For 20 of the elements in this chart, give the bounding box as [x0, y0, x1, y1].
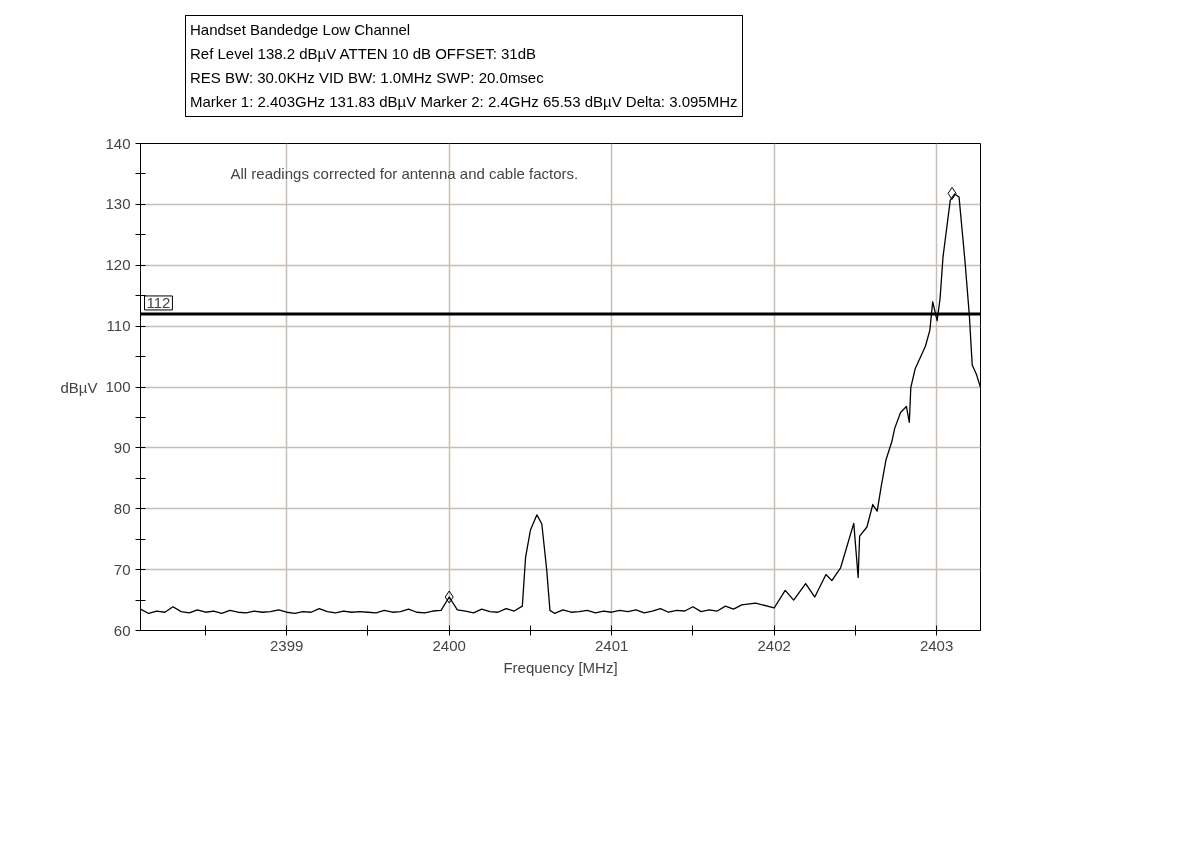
y-tick-label: 80 [113, 499, 131, 517]
x-tick-label: 2399 [270, 636, 304, 654]
y-tick-label: 100 [105, 378, 131, 395]
x-tick-label: 2403 [919, 636, 954, 654]
chart-title: Handset Bandedge Low Channel [190, 21, 411, 38]
x-tick-label: 2402 [757, 636, 791, 654]
x-tick-label: 2400 [432, 636, 466, 654]
x-axis-title: Frequency [MHz] [503, 658, 618, 676]
y-tick-label: 130 [105, 195, 131, 213]
y-tick-label: 140 [105, 134, 131, 152]
y-tick-label: 70 [113, 560, 131, 578]
y-tick-label: 90 [113, 438, 131, 456]
y-tick-label: 60 [113, 621, 131, 639]
chart-subtitle: Ref Level 138.2 dBµV ATTEN 10 dB OFFSET: 31dB RES BW: 30.0KHz VID BW: 1.0MHz SWP: 20.0msec Marker 1: 2.403GHz 131.83 dBµV Marker 2: 2.4GHz 65.53 dBµV Delta: 3.095MHz [190, 45, 738, 110]
annotation: All readings corrected for antenna and cable factors. [230, 165, 579, 182]
x-tick-label: 2401 [595, 636, 629, 654]
y-tick-label: 110 [106, 317, 131, 335]
y-axis-title: dBµV [60, 378, 98, 396]
ref-line-label: 112 [146, 293, 171, 311]
y-tick-label: 120 [105, 256, 131, 274]
